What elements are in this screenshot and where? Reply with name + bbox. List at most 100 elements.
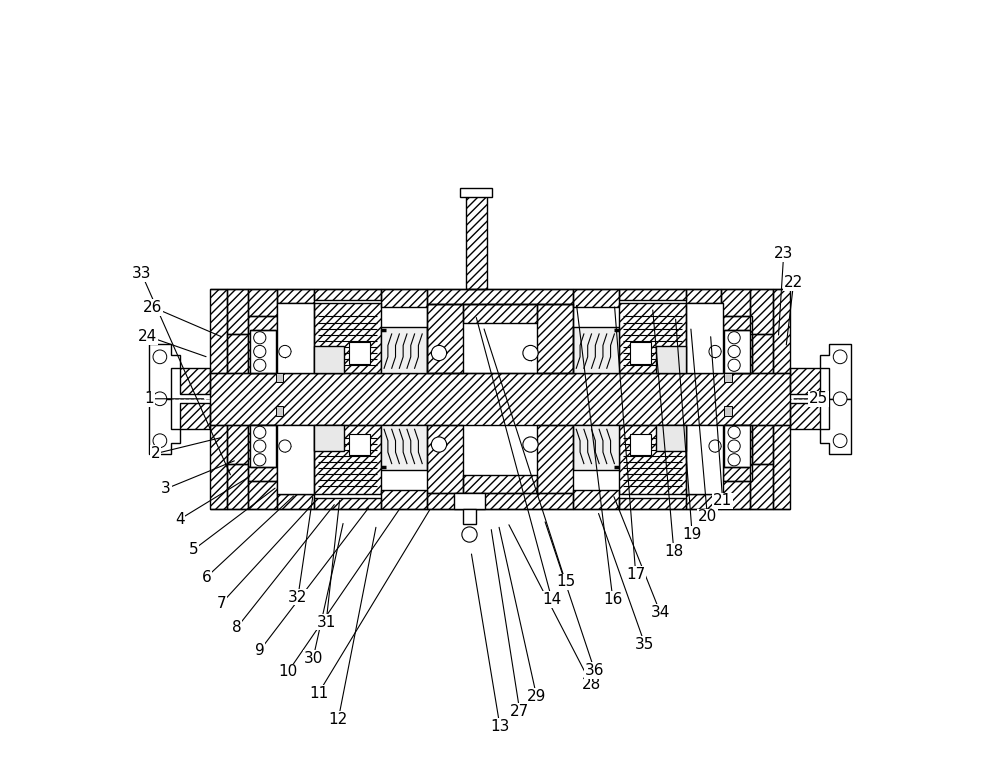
Circle shape <box>728 440 740 452</box>
Bar <box>381 490 427 509</box>
Text: 14: 14 <box>542 592 561 607</box>
Bar <box>250 330 276 373</box>
Bar <box>227 464 248 509</box>
Text: 16: 16 <box>603 592 623 607</box>
Bar <box>619 425 686 494</box>
Text: 33: 33 <box>132 266 151 281</box>
Bar <box>277 289 314 303</box>
Text: 30: 30 <box>303 651 323 665</box>
Text: 28: 28 <box>582 677 601 692</box>
Bar <box>537 304 573 373</box>
Bar <box>573 490 619 509</box>
Bar <box>752 425 773 464</box>
Bar <box>537 425 573 494</box>
Text: 3: 3 <box>161 481 171 497</box>
Bar <box>227 289 248 334</box>
Bar <box>721 481 750 509</box>
Bar <box>227 289 248 334</box>
Bar <box>619 289 686 299</box>
Text: 4: 4 <box>175 512 185 526</box>
Bar <box>721 289 750 316</box>
Bar <box>314 425 381 494</box>
Bar <box>180 403 210 429</box>
Bar <box>227 334 248 373</box>
Polygon shape <box>820 399 851 454</box>
Bar <box>314 303 381 373</box>
Bar <box>314 425 344 452</box>
Bar <box>248 425 277 481</box>
Circle shape <box>462 527 477 542</box>
Bar <box>773 425 790 509</box>
Bar <box>248 316 277 373</box>
Bar <box>573 289 619 307</box>
Bar <box>248 481 277 509</box>
Bar <box>686 494 721 509</box>
Circle shape <box>709 345 721 358</box>
Bar <box>427 289 573 304</box>
Bar <box>277 425 314 494</box>
Bar <box>573 289 619 307</box>
Text: 7: 7 <box>217 596 226 610</box>
Bar <box>277 303 314 334</box>
Bar <box>619 425 686 494</box>
Bar <box>427 425 463 494</box>
Bar <box>210 373 790 425</box>
Bar <box>454 494 485 509</box>
Text: 9: 9 <box>255 643 265 658</box>
Bar <box>227 464 248 509</box>
Bar <box>180 368 210 394</box>
Bar <box>752 334 773 373</box>
Bar <box>724 406 732 416</box>
Bar <box>381 289 427 307</box>
Circle shape <box>254 454 266 466</box>
Text: 8: 8 <box>232 620 242 635</box>
Text: 15: 15 <box>556 575 575 589</box>
Bar <box>773 425 790 509</box>
Bar <box>463 304 537 322</box>
Bar <box>724 373 732 382</box>
Text: 11: 11 <box>309 685 328 701</box>
Bar <box>773 289 790 373</box>
Text: 29: 29 <box>527 688 546 704</box>
Bar <box>277 289 314 303</box>
Bar <box>723 316 752 373</box>
Circle shape <box>254 345 266 358</box>
Circle shape <box>833 350 847 364</box>
Text: 12: 12 <box>329 711 348 727</box>
Bar <box>752 425 773 464</box>
Bar <box>790 403 820 429</box>
Text: 19: 19 <box>682 527 702 542</box>
Bar <box>573 327 619 373</box>
Bar <box>686 289 721 303</box>
Bar <box>349 342 370 364</box>
Bar <box>277 494 314 509</box>
Bar <box>248 425 277 481</box>
Bar <box>466 189 487 289</box>
Text: 10: 10 <box>278 664 298 679</box>
Bar <box>250 425 276 468</box>
Text: 5: 5 <box>189 542 198 557</box>
Bar <box>227 425 248 464</box>
Circle shape <box>728 426 740 439</box>
Bar <box>750 289 773 334</box>
Bar <box>381 289 427 307</box>
Bar <box>427 304 463 373</box>
Bar <box>723 425 752 481</box>
Bar <box>656 346 686 373</box>
Text: 23: 23 <box>774 246 793 261</box>
Bar <box>180 368 210 394</box>
Text: 27: 27 <box>510 704 529 719</box>
Bar <box>349 434 370 455</box>
Bar <box>573 425 619 471</box>
Bar <box>466 189 487 289</box>
Bar <box>686 289 721 303</box>
Bar <box>314 289 381 299</box>
Bar <box>686 494 721 509</box>
Bar <box>656 425 686 452</box>
Bar <box>686 464 723 494</box>
Bar <box>630 342 651 364</box>
Bar <box>750 464 773 509</box>
Bar <box>773 289 790 373</box>
Bar <box>463 304 537 322</box>
Bar <box>463 509 476 524</box>
